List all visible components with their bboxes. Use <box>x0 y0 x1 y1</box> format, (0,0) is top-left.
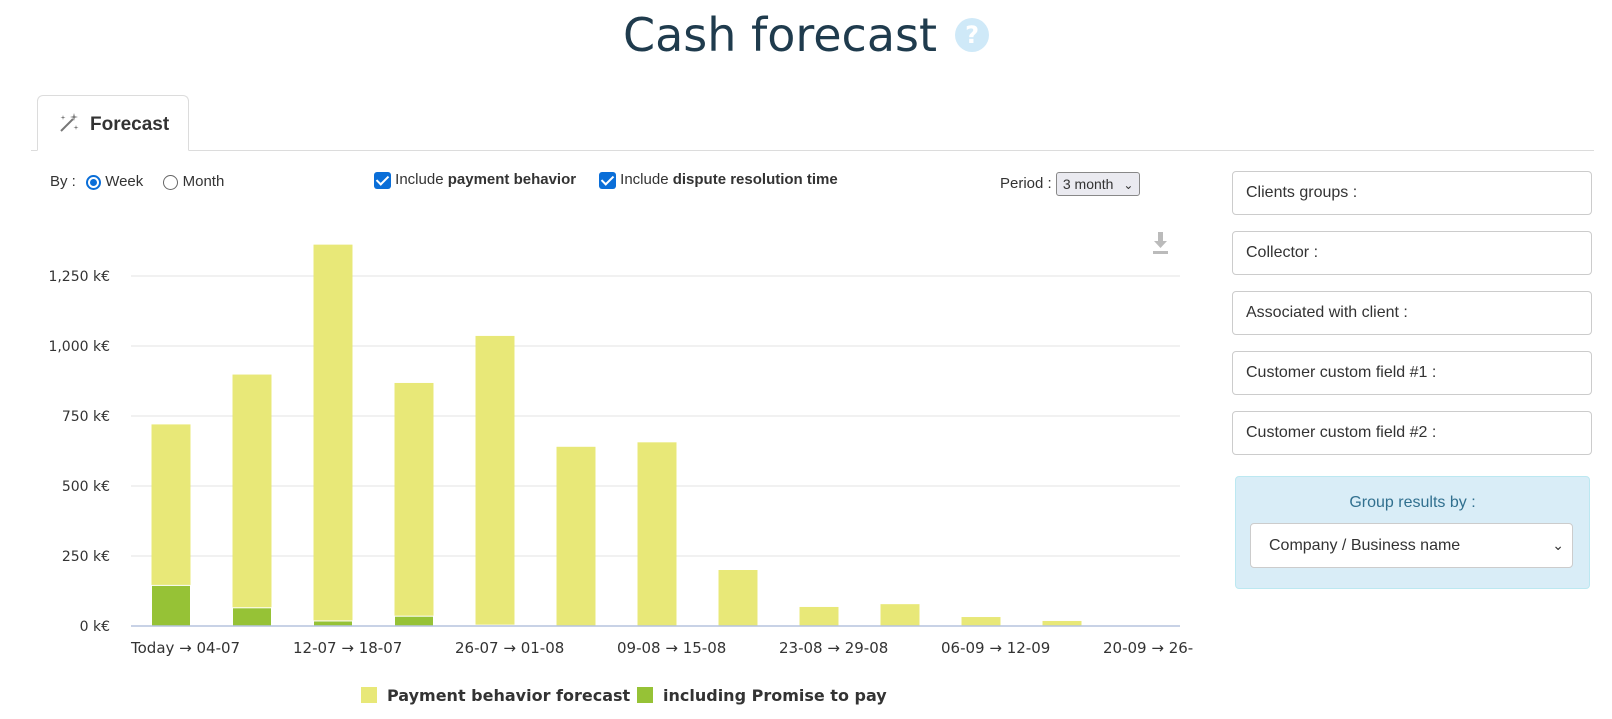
chevron-down-icon: ⌄ <box>1123 178 1134 192</box>
tab-label: Forecast <box>90 114 170 135</box>
y-tick-label: 1,250 k€ <box>48 269 110 285</box>
associated-client-filter[interactable]: Associated with client : <box>1232 291 1592 335</box>
custom-field-1-filter[interactable]: Customer custom field #1 : <box>1232 351 1592 395</box>
y-tick-label: 500 k€ <box>62 479 110 495</box>
include-dispute-bold: dispute resolution time <box>672 171 838 188</box>
x-tick-label: Today → 04-07 <box>130 639 240 657</box>
bar-promise-to-pay[interactable] <box>394 615 434 627</box>
bar-payment-forecast[interactable] <box>313 244 353 626</box>
collector-filter[interactable]: Collector : <box>1232 231 1592 275</box>
bar-payment-forecast[interactable] <box>961 617 1001 626</box>
custom-field-2-filter[interactable]: Customer custom field #2 : <box>1232 411 1592 455</box>
x-tick-label: 20-09 → 26- <box>1103 639 1193 657</box>
tab-divider <box>31 150 1594 151</box>
include-dispute-checkbox[interactable] <box>599 171 616 189</box>
radio-month-label[interactable]: Month <box>182 173 225 190</box>
radio-month[interactable] <box>163 174 179 190</box>
bar-payment-forecast[interactable] <box>556 446 596 626</box>
include-payment-bold: payment behavior <box>447 171 577 188</box>
bar-payment-forecast[interactable] <box>1042 620 1082 626</box>
period-label: Period : <box>1000 174 1052 192</box>
bar-payment-forecast[interactable] <box>718 570 758 626</box>
x-tick-label: 26-07 → 01-08 <box>455 639 564 657</box>
bar-promise-to-pay[interactable] <box>232 607 272 627</box>
bar-promise-to-pay[interactable] <box>151 584 191 627</box>
legend-label-forecast[interactable]: Payment behavior forecast <box>387 686 631 705</box>
bar-payment-forecast[interactable] <box>799 606 839 626</box>
y-tick-label: 750 k€ <box>62 409 110 425</box>
bar-payment-forecast[interactable] <box>475 335 515 626</box>
custom-field-1-label: Customer custom field #1 : <box>1246 364 1437 381</box>
clients-groups-label: Clients groups : <box>1246 184 1358 201</box>
question-circle-icon[interactable]: ? <box>955 18 990 52</box>
y-tick-label: 250 k€ <box>62 549 110 565</box>
bar-payment-forecast[interactable] <box>232 374 272 626</box>
include-payment-behavior-option[interactable]: Include payment behavior <box>374 171 576 189</box>
by-label: By : <box>50 173 76 190</box>
x-tick-label: 09-08 → 15-08 <box>617 639 726 657</box>
clients-groups-filter[interactable]: Clients groups : <box>1232 171 1592 215</box>
x-tick-label: 12-07 → 18-07 <box>293 639 402 657</box>
bar-promise-to-pay[interactable] <box>313 620 353 627</box>
y-tick-label: 1,000 k€ <box>48 339 110 355</box>
cash-forecast-chart: 0 k€ 250 k€ 500 k€ 750 k€ 1,000 k€ 1,250 k€ T… <box>48 232 1193 705</box>
include-payment-prefix: Include <box>395 171 444 188</box>
x-tick-label: 06-09 → 12-09 <box>941 639 1050 657</box>
page-header: Cash forecast? <box>0 8 1612 62</box>
group-results-value: Company / Business name <box>1269 537 1461 554</box>
tab-forecast[interactable]: Forecast <box>37 95 189 151</box>
include-dispute-option[interactable]: Include dispute resolution time <box>599 171 838 189</box>
radio-week-label[interactable]: Week <box>105 173 144 190</box>
period-value: 3 month <box>1062 176 1114 192</box>
magic-wand-icon <box>58 112 80 139</box>
radio-week[interactable] <box>86 174 102 190</box>
group-by-period: By : Week Month <box>50 173 224 190</box>
group-results-label: Group results by : <box>1349 494 1476 511</box>
legend-swatch-promise <box>637 687 653 703</box>
download-icon[interactable] <box>1153 232 1168 254</box>
bar-payment-forecast[interactable] <box>880 604 920 626</box>
chart-legend: Payment behavior forecast including Prom… <box>361 686 887 705</box>
chevron-down-icon: ⌄ <box>1552 537 1564 553</box>
period-select[interactable]: 3 month ⌄ <box>1055 172 1141 196</box>
include-payment-behavior-checkbox[interactable] <box>374 171 391 189</box>
legend-swatch-forecast <box>361 687 377 703</box>
group-results-select[interactable]: Company / Business name ⌄ <box>1250 523 1573 568</box>
include-dispute-prefix: Include <box>620 171 669 188</box>
y-tick-label: 0 k€ <box>80 619 110 635</box>
page-title: Cash forecast <box>622 8 938 62</box>
group-results-panel: Group results by : Company / Business na… <box>1235 476 1590 589</box>
custom-field-2-label: Customer custom field #2 : <box>1246 424 1437 441</box>
bar-payment-forecast[interactable] <box>637 442 677 626</box>
legend-label-promise[interactable]: including Promise to pay <box>663 686 887 705</box>
collector-label: Collector : <box>1246 244 1319 261</box>
x-tick-label: 23-08 → 29-08 <box>779 639 888 657</box>
bar-payment-forecast[interactable] <box>394 382 434 626</box>
associated-client-label: Associated with client : <box>1246 304 1408 321</box>
period-control: Period : 3 month ⌄ <box>1000 172 1141 196</box>
